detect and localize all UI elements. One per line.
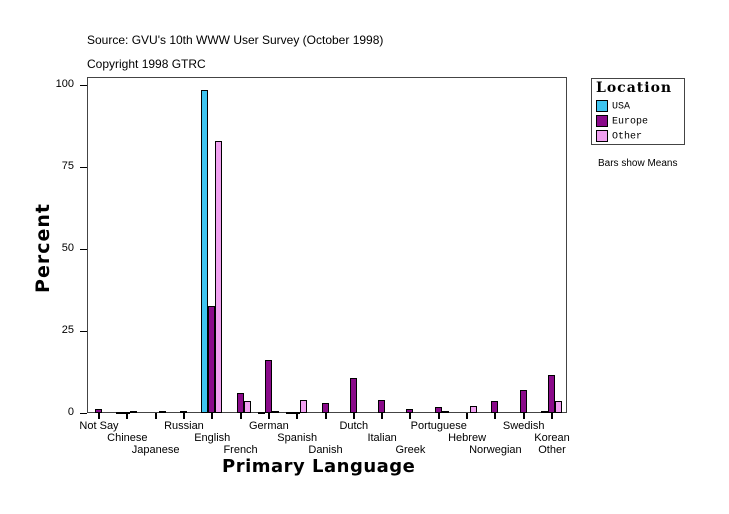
bar-europe [406,409,414,413]
bar-europe [179,411,187,414]
legend: Location USA Europe Other [591,78,685,145]
x-tick-label: Chinese [107,432,148,444]
x-tick-label: Hebrew [448,432,487,444]
bar-other [158,411,166,414]
y-tick-label: 50 [61,242,74,254]
bar-usa [257,412,265,414]
y-tick [80,413,87,414]
legend-item-europe: Europe [596,115,648,128]
bar-europe [321,402,329,413]
bar-europe [208,306,216,413]
legend-swatch-other [596,130,608,142]
x-tick [211,413,214,419]
x-tick-label: French [223,444,258,456]
x-tick [98,413,100,419]
bar-other [271,410,279,413]
bars-show-means-note: Bars show Means [598,158,678,169]
y-tick [80,167,87,168]
x-tick [182,413,185,419]
bar-europe [123,412,131,414]
x-tick [522,413,525,419]
x-tick [239,413,242,419]
bar-other [555,401,562,413]
legend-swatch-europe [596,115,608,127]
x-tick [381,413,384,419]
bar-europe [236,392,244,413]
source-text: Source: GVU's 10th WWW User Survey (Octo… [87,33,384,47]
x-tick-label: Dutch [339,420,369,432]
x-axis-title: Primary Language [222,456,416,477]
y-tick-label: 0 [67,406,74,418]
y-tick [80,249,87,250]
copyright-text: Copyright 1998 GTRC [87,57,206,71]
bar-europe [349,377,357,413]
x-tick [352,413,355,419]
bar-usa [116,412,124,414]
y-tick [80,85,87,86]
x-tick-label: German [249,420,289,432]
y-tick-label: 100 [55,78,74,90]
x-tick-label: Korean [534,432,570,444]
x-tick [154,413,157,419]
bar-other [130,411,138,414]
y-tick [80,331,87,332]
x-tick [409,413,412,419]
bar-other [243,400,251,413]
bar-europe [434,406,442,413]
bar-europe [548,374,555,413]
x-tick-label: Danish [308,444,343,456]
bar-other [215,140,223,413]
legend-item-other: Other [596,130,642,143]
bar-europe [95,409,102,413]
legend-swatch-usa [596,100,608,112]
x-tick-label: Spanish [277,432,318,444]
x-tick-label: English [194,432,231,444]
x-tick [296,413,299,419]
x-tick [126,413,129,419]
y-tick-label: 25 [61,324,74,336]
bar-europe [378,400,386,413]
x-tick [267,413,270,419]
x-tick [494,413,497,419]
bar-europe [519,390,527,413]
bar-other [470,405,478,413]
x-tick [324,413,327,419]
bar-usa [286,412,294,414]
x-tick [551,413,553,419]
bar-europe [293,412,301,414]
x-tick-label: Portuguese [410,420,467,432]
bar-other [300,399,308,413]
x-tick-label: Swedish [502,420,545,432]
bar-usa [201,89,209,413]
legend-title: Location [596,80,673,96]
bar-europe [491,401,499,413]
x-tick-label: Russian [164,420,204,432]
bar-usa [541,411,548,414]
x-tick-label: Italian [367,432,397,444]
x-tick-label: Norwegian [469,444,522,456]
x-tick-label: Other [538,444,566,456]
x-tick [437,413,440,419]
legend-item-usa: USA [596,100,630,113]
x-tick-label: Not Say [79,420,119,432]
x-tick-label: Japanese [131,444,180,456]
bar-europe [264,359,272,413]
x-tick [466,413,469,419]
bar-other [441,411,449,414]
plot-area [87,77,567,413]
y-tick-label: 75 [61,160,74,172]
x-tick-label: Greek [395,444,426,456]
